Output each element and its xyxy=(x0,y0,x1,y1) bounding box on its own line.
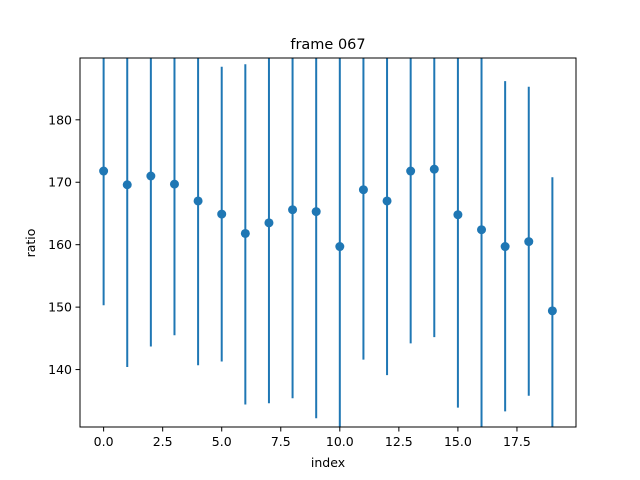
x-tick-label: 0.0 xyxy=(94,434,114,449)
y-tick-label: 150 xyxy=(48,300,72,315)
data-point xyxy=(169,179,179,189)
data-point xyxy=(193,196,203,206)
data-point xyxy=(311,207,321,217)
data-point xyxy=(99,166,109,176)
data-point xyxy=(240,228,250,238)
data-point xyxy=(429,164,439,174)
y-tick-label: 170 xyxy=(48,175,72,190)
y-tick-label: 160 xyxy=(48,237,72,252)
axes-frame xyxy=(79,57,577,428)
data-point xyxy=(453,210,463,220)
data-point xyxy=(358,185,368,195)
plot-area: 0.0 2.5 5.0 7.5 10.0 12.5 15.0 17.5 140 150 160 170… xyxy=(48,57,577,449)
data-point xyxy=(264,218,274,228)
data-point xyxy=(547,306,557,316)
data-point xyxy=(406,166,416,176)
y-tick-label: 180 xyxy=(48,112,72,127)
x-tick-label: 2.5 xyxy=(153,434,173,449)
x-tick-label: 15.0 xyxy=(444,434,472,449)
y-tick-label: 140 xyxy=(48,362,72,377)
data-point xyxy=(217,209,227,219)
y-axis-label: ratio xyxy=(23,229,38,258)
data-point xyxy=(288,205,298,215)
x-tick-label: 5.0 xyxy=(212,434,232,449)
chart-title: frame 067 xyxy=(290,37,365,53)
data-point xyxy=(382,196,392,206)
x-tick-label: 7.5 xyxy=(271,434,291,449)
data-point xyxy=(146,171,156,181)
data-point xyxy=(524,237,534,247)
data-marks xyxy=(99,58,557,427)
x-tick-label: 10.0 xyxy=(326,434,354,449)
x-tick-label: 12.5 xyxy=(385,434,413,449)
data-point xyxy=(122,180,132,190)
data-point xyxy=(335,242,345,252)
x-axis-label: index xyxy=(311,455,345,470)
data-point xyxy=(477,225,487,235)
x-tick-label: 17.5 xyxy=(503,434,531,449)
data-point xyxy=(500,242,510,252)
